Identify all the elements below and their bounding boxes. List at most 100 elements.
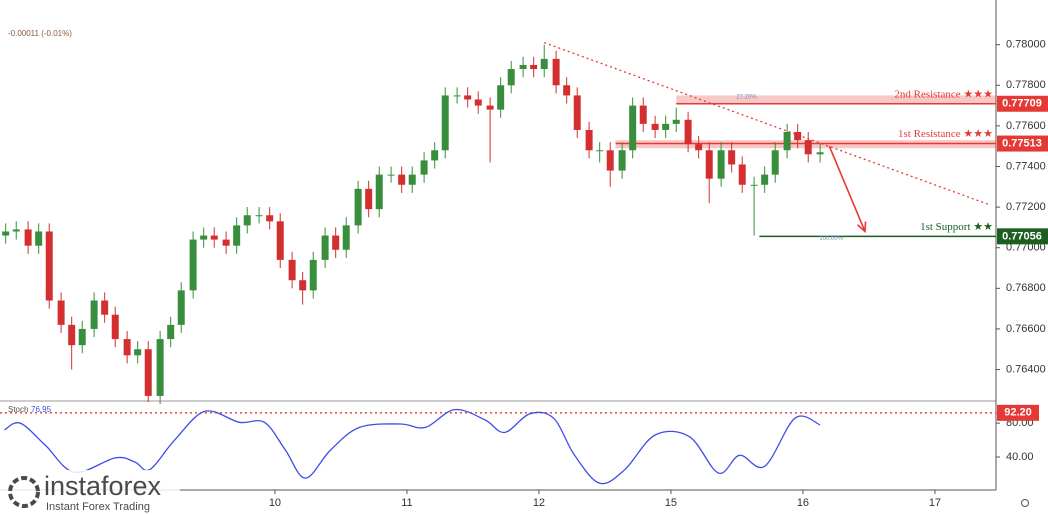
y-tick-label: 0.78000 [1006, 39, 1046, 51]
candle-body [618, 150, 626, 171]
stoch-level-label: 92.20 [1004, 407, 1032, 419]
fib-label: 100.00% [819, 236, 843, 242]
candle-body [705, 150, 713, 179]
candle-body [639, 105, 647, 124]
header-change: -0.00011 (-0.01%) [8, 29, 72, 38]
candle-body [474, 99, 482, 106]
candle-body [464, 95, 472, 100]
level-price-label: 0.77056 [1002, 230, 1042, 242]
candle-body [387, 174, 395, 176]
candle-body [530, 64, 538, 70]
candle-body [309, 259, 317, 291]
candle-body [321, 235, 329, 260]
candle-body [519, 64, 527, 70]
candle-body [563, 85, 571, 96]
level-price-label: 0.77513 [1002, 137, 1042, 149]
candle-body [606, 150, 614, 171]
candle-body [35, 231, 43, 246]
candle-body [375, 174, 383, 210]
x-tick-label: 11 [401, 497, 412, 509]
y-tick-label: 0.77000 [1006, 242, 1046, 254]
level-label: 2nd Resistance ★★★ [894, 88, 993, 100]
candle-body [200, 235, 208, 240]
y-tick-label: 0.77200 [1006, 201, 1046, 213]
candle-body [771, 150, 779, 175]
candle-body [629, 105, 637, 151]
y-tick-label: 0.77800 [1006, 79, 1046, 91]
candle-body [794, 131, 802, 141]
candle-body [431, 150, 439, 161]
candle-body [24, 229, 32, 246]
candle-body [288, 259, 296, 281]
candle-body [408, 174, 416, 185]
x-tick-label: 15 [665, 497, 677, 509]
candle-body [177, 290, 185, 325]
candle-body [189, 239, 197, 291]
fib-label: 27.20% [736, 94, 757, 100]
candle-body [134, 349, 142, 356]
level-label: 1st Resistance ★★★ [898, 128, 993, 140]
candle-body [342, 225, 350, 250]
level-price-box [997, 135, 1048, 152]
candle-body [717, 150, 725, 179]
candle-body [585, 129, 593, 151]
y-tick-label: 0.76400 [1006, 363, 1046, 375]
candle-body [596, 150, 604, 152]
candle-body [210, 235, 218, 240]
candle-body [804, 140, 812, 155]
candle-body [78, 328, 86, 346]
y-tick-label: 40.00 [1006, 451, 1034, 463]
x-tick-label: 17 [929, 497, 941, 509]
settings-icon[interactable] [1021, 499, 1029, 507]
stoch-value: 76.95 [31, 405, 52, 414]
stoch-line [4, 408, 821, 485]
candle-body [441, 95, 449, 151]
candle-body [332, 235, 340, 250]
y-tick-label: 0.77400 [1006, 160, 1046, 172]
candle-body [684, 119, 692, 145]
watermark-brand: instaforex [44, 471, 162, 501]
candle-body [233, 225, 241, 246]
y-tick-label: 0.76600 [1006, 323, 1046, 335]
candle-body [738, 164, 746, 185]
candle-body [156, 339, 164, 396]
candle-body [123, 339, 131, 356]
candle-body [573, 95, 581, 130]
candle-body [552, 58, 560, 86]
candle-body [651, 123, 659, 130]
x-tick-label: 10 [269, 497, 281, 509]
candle-body [486, 105, 494, 110]
candle-body [728, 150, 736, 165]
candle-body [57, 300, 65, 325]
candle-body [101, 300, 109, 315]
level-price-label: 0.77709 [1002, 98, 1042, 110]
candle-body [507, 69, 515, 86]
candle-body [12, 229, 20, 232]
candle-body [111, 314, 119, 340]
trendline [544, 42, 991, 206]
stoch-label: Stoch [8, 405, 28, 414]
candle-body [167, 324, 175, 340]
candle-body [497, 85, 505, 110]
level-price-box [997, 95, 1048, 112]
candle-body [222, 239, 230, 246]
watermark-bg [0, 470, 180, 515]
candle-body [695, 144, 703, 151]
candle-body [144, 349, 152, 396]
x-tick-label: 16 [797, 497, 809, 509]
candle-body [398, 174, 406, 185]
arrow-head [856, 221, 867, 234]
stoch-level-box [997, 404, 1039, 421]
forecast-arrow [828, 145, 866, 232]
candle-body [783, 131, 791, 151]
candle-body [243, 215, 251, 226]
candle-body [540, 58, 548, 70]
candle-body [365, 188, 373, 210]
candle-body [672, 119, 680, 124]
level-zone [676, 95, 996, 104]
watermark-icon [8, 476, 40, 508]
candle-body [90, 300, 98, 329]
candle-body [420, 160, 428, 175]
candle-body [266, 215, 274, 222]
